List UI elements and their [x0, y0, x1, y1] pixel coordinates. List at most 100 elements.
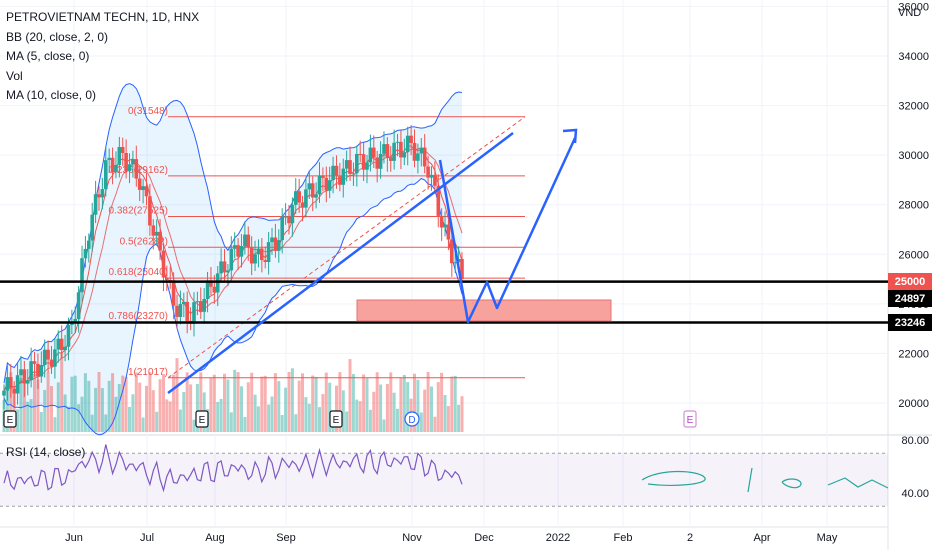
rsi-band-fill — [0, 453, 888, 507]
candle-body — [195, 301, 200, 303]
candle-body — [39, 365, 44, 377]
projection-path[interactable] — [438, 137, 577, 324]
volume-bar — [379, 384, 383, 432]
candle-body — [144, 186, 149, 197]
candle-body — [368, 147, 373, 163]
volume-bar — [284, 387, 288, 432]
candle-body — [219, 261, 223, 274]
volume-bar — [219, 398, 223, 432]
volume-bar — [446, 406, 450, 432]
candle-body — [375, 157, 379, 169]
candle-body — [402, 152, 407, 158]
volume-bar — [185, 372, 189, 432]
volume-bar — [39, 412, 43, 432]
rsi-line — [3, 444, 463, 493]
candle-body — [117, 147, 122, 165]
candle-body — [22, 369, 27, 384]
volume-bar — [26, 401, 30, 432]
volume-bar — [121, 375, 125, 432]
price-axis-tick-label: 26000 — [898, 249, 929, 261]
volume-bar — [280, 415, 284, 432]
candle-body — [307, 183, 312, 190]
target-zone-rect[interactable] — [356, 299, 612, 322]
candle-body — [12, 388, 16, 394]
volume-bar — [22, 374, 26, 432]
rsi-legend[interactable]: RSI (14, close) — [6, 445, 86, 459]
earnings-marker[interactable] — [195, 410, 209, 428]
vol-legend[interactable]: Vol — [6, 68, 23, 83]
candle-body — [63, 346, 67, 351]
earnings-marker-label: E — [199, 415, 206, 426]
level-b-price-tag: 23246 — [888, 314, 932, 331]
price-axis-tick-label: 32000 — [898, 101, 929, 113]
volume-bar — [338, 372, 342, 432]
volume-bar — [345, 411, 349, 432]
candle-body — [114, 164, 118, 172]
ma10-legend[interactable]: MA (10, close, 0) — [6, 88, 97, 102]
candle-body — [19, 369, 23, 376]
volume-bar — [83, 373, 87, 432]
bb-legend[interactable]: BB (20, close, 2, 0) — [6, 29, 109, 44]
candle-body — [460, 259, 464, 280]
volume-bar — [212, 374, 216, 432]
indicator-legend: PETROVIETNAM TECHN, 1D, HNX BB (20, clos… — [6, 8, 199, 106]
earnings-marker[interactable] — [3, 410, 17, 428]
candle-body — [76, 292, 81, 319]
candle-body — [202, 299, 206, 312]
candle-body — [148, 196, 152, 226]
volume-bar — [460, 396, 464, 432]
volume-bar — [141, 417, 145, 432]
volume-bar — [436, 382, 440, 432]
volume-bar — [240, 386, 243, 432]
candle-body — [348, 160, 352, 174]
time-axis-tick-label: Aug — [205, 532, 225, 544]
volume-bar — [457, 404, 461, 432]
volume-bar — [229, 412, 233, 432]
volume-bar — [314, 376, 318, 432]
volume-bar — [107, 380, 111, 432]
candle-body — [73, 319, 77, 323]
ma5-legend[interactable]: MA (5, close, 0) — [6, 49, 90, 63]
volume-bar — [375, 372, 379, 432]
candle-body — [141, 186, 145, 190]
candle-body — [192, 302, 196, 324]
candle-body — [317, 175, 322, 195]
symbol-title[interactable]: PETROVIETNAM TECHN, 1D, HNX — [6, 10, 200, 24]
time-axis-tick-label: 2 — [687, 532, 693, 544]
time-axis-tick-label: Sep — [276, 532, 296, 544]
candle-body — [212, 286, 217, 293]
volume-bar — [382, 419, 386, 432]
volume-bar — [67, 406, 70, 432]
volume-bar — [111, 373, 115, 432]
candle-body — [321, 175, 325, 178]
candle-body — [29, 361, 33, 381]
volume-bar — [124, 376, 128, 432]
volume-bar — [199, 372, 203, 432]
price-axis-tick-label: 28000 — [898, 200, 929, 212]
fib-level-label: 0.5(26282) — [120, 236, 168, 247]
uptrend-line[interactable] — [167, 132, 514, 394]
volume-bar — [145, 385, 148, 432]
candle-body — [185, 301, 189, 321]
candle-body — [246, 234, 251, 248]
candle-body — [80, 258, 84, 293]
candle-body — [49, 359, 54, 367]
candle-body — [294, 191, 298, 205]
time-axis-tick-label: Apr — [753, 532, 770, 544]
earnings-marker[interactable] — [329, 410, 343, 428]
earnings-marker[interactable] — [683, 410, 697, 428]
candle-body — [154, 231, 159, 236]
fib-trend-dashed-line — [167, 116, 526, 379]
volume-bar — [413, 373, 416, 432]
volume-bar — [195, 384, 199, 432]
candle-body — [409, 135, 413, 143]
annotation-scribble — [641, 470, 706, 486]
dividend-marker-label: D — [408, 415, 415, 426]
dividend-marker[interactable] — [404, 411, 420, 427]
volume-bar — [301, 373, 304, 432]
volume-bar — [450, 376, 454, 432]
annotation-scribble — [747, 467, 753, 493]
candle-body — [358, 154, 362, 155]
